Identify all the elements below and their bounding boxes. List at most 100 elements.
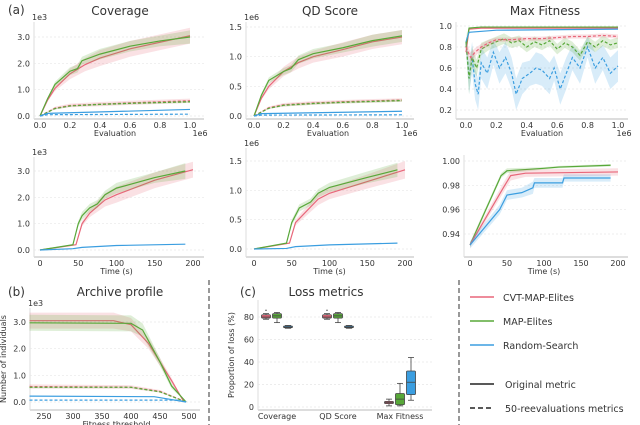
line-random-search-reeval xyxy=(29,399,187,403)
x-tick-label: 0.8 xyxy=(154,121,167,130)
line-map-elites-original xyxy=(253,35,403,117)
chart-loss: Loss metrics 0 20 40 60 80 Proportion of loss … xyxy=(227,285,432,421)
y-tick-label: 0.0 xyxy=(17,112,30,121)
x-tick-label: QD Score xyxy=(319,412,356,421)
box-qd-score-random-search xyxy=(344,325,354,329)
line-random-search-original xyxy=(253,242,398,250)
chart-cov_eval: Coverage 0.0 1.0 2.0 3.0 1e3 0.0 0.2 0.4 0.6 0.8 1.… xyxy=(17,4,207,138)
band-map-elites-original xyxy=(40,163,186,250)
line-cvt-map-elites-original xyxy=(469,171,619,246)
y-tick-label: 1.00 xyxy=(442,157,460,166)
y-tick-label: 2.0 xyxy=(17,59,30,68)
y-tick-label: 1.0 xyxy=(229,53,242,62)
x-tick-label: 200 xyxy=(397,259,412,268)
line-map-elites-reeval xyxy=(465,37,619,79)
chart-cov_time: 0.0 1.0 2.0 3.0 1e3 0 50 100 150 200 Time (s) xyxy=(17,148,204,276)
box-iqr xyxy=(322,314,332,319)
x-tick-label: 0.0 xyxy=(34,121,47,130)
chart-title: QD Score xyxy=(302,4,358,18)
chart-title: Loss metrics xyxy=(288,285,363,299)
y-tick-label: 3.0 xyxy=(17,167,30,176)
y-tick-label: 0.0 xyxy=(13,398,26,407)
band-cvt-map-elites-reeval xyxy=(466,33,618,63)
x-tick-label: 100 xyxy=(322,259,337,268)
x-tick-label: 250 xyxy=(36,412,51,421)
x-tick-label: 0.4 xyxy=(94,121,107,130)
legend-label-style: 50-reevaluations metrics xyxy=(505,404,624,415)
x-axis-label: Time (s) xyxy=(527,267,561,276)
line-map-elites-original xyxy=(39,170,186,251)
x-tick-label: 0 xyxy=(37,259,42,268)
y-axis-label: Proportion of loss (%) xyxy=(227,312,236,398)
x-tick-label: 0.6 xyxy=(124,121,137,130)
y-multiplier: 1e3 xyxy=(32,148,47,157)
x-multiplier: 1e6 xyxy=(616,129,631,138)
x-axis-label: Evaluation xyxy=(307,129,349,138)
x-tick-label: Coverage xyxy=(258,412,296,421)
line-cvt-map-elites-original xyxy=(253,36,403,117)
x-tick-label: 0.4 xyxy=(307,121,320,130)
x-tick-label: 350 xyxy=(94,412,109,421)
band-map-elites-original xyxy=(254,162,398,249)
y-tick-label: 1.5 xyxy=(229,157,242,166)
x-axis-label: Time (s) xyxy=(312,267,346,276)
legend: CVT-MAP-Elites MAP-Elites Random-Search Ori… xyxy=(470,293,624,415)
y-multiplier: 1e6 xyxy=(244,13,259,22)
x-tick-label: 0 xyxy=(467,259,472,268)
y-tick-label: 1.0 xyxy=(439,22,452,31)
x-tick-label: 50 xyxy=(73,259,83,268)
box-max-fitness-cvt-map-elites xyxy=(384,398,394,407)
x-tick-label: 1.0 xyxy=(612,121,625,130)
y-multiplier: 1e3 xyxy=(32,13,47,22)
x-tick-label: 0.2 xyxy=(490,121,503,130)
band-cvt-map-elites-reeval xyxy=(254,98,402,116)
x-tick-label: 0.8 xyxy=(366,121,379,130)
box-max-fitness-map-elites xyxy=(395,382,405,407)
outlier xyxy=(265,309,267,312)
band-map-elites-reeval xyxy=(466,31,618,95)
line-map-elites-original xyxy=(469,164,611,246)
y-tick-label: 1.0 xyxy=(17,220,30,229)
line-random-search-original xyxy=(39,243,186,251)
x-tick-label: 500 xyxy=(181,412,196,421)
x-tick-label: 0.4 xyxy=(520,121,533,130)
box-iqr xyxy=(406,370,416,396)
x-tick-label: 100 xyxy=(109,259,124,268)
x-tick-label: Max Fitness xyxy=(377,412,424,421)
y-tick-label: 0.5 xyxy=(229,216,242,225)
y-tick-label: 0.0 xyxy=(229,245,242,254)
line-random-search-original xyxy=(29,395,187,403)
y-tick-label: 0.94 xyxy=(442,230,460,239)
y-tick-label: 2.0 xyxy=(17,193,30,202)
line-random-search-original xyxy=(469,177,611,246)
chart-title: Archive profile xyxy=(77,285,164,299)
line-cvt-map-elites-original xyxy=(39,35,191,117)
x-tick-label: 0.2 xyxy=(64,121,77,130)
y-tick-label: 0.5 xyxy=(229,82,242,91)
box-coverage-random-search xyxy=(283,325,293,329)
outlier xyxy=(326,309,328,312)
x-tick-label: 150 xyxy=(360,259,375,268)
legend-label-style: Original metric xyxy=(505,380,576,391)
band-cvt-map-elites-reeval xyxy=(40,98,190,116)
band-cvt-map-elites-original xyxy=(40,161,193,250)
y-axis-label: Number of individuals xyxy=(0,315,8,403)
x-axis-label: Evaluation xyxy=(521,129,563,138)
y-tick-label: 1.5 xyxy=(229,23,242,32)
y-tick-label: 0.0 xyxy=(229,112,242,121)
x-tick-label: 1.0 xyxy=(184,121,197,130)
line-random-search-reeval xyxy=(253,114,403,117)
y-multiplier: 1e3 xyxy=(28,299,43,308)
x-tick-label: 0.0 xyxy=(460,121,473,130)
legend-label-cvt-map-elites: CVT-MAP-Elites xyxy=(503,293,574,304)
y-tick-label: 0.96 xyxy=(442,206,460,215)
y-tick-label: 0.6 xyxy=(439,64,452,73)
band-map-elites-original xyxy=(29,314,187,402)
x-tick-label: 200 xyxy=(610,259,625,268)
chart-title: Max Fitness xyxy=(510,4,580,18)
chart-max_time: 0.94 0.96 0.98 1.00 0 50 100 150 200 Time (s) xyxy=(442,155,628,276)
x-tick-label: 0.0 xyxy=(248,121,261,130)
x-tick-label: 100 xyxy=(536,259,551,268)
chart-archive: Archive profile 0.0 1.0 2.0 3.0 1e3 Number of … xyxy=(0,285,200,425)
